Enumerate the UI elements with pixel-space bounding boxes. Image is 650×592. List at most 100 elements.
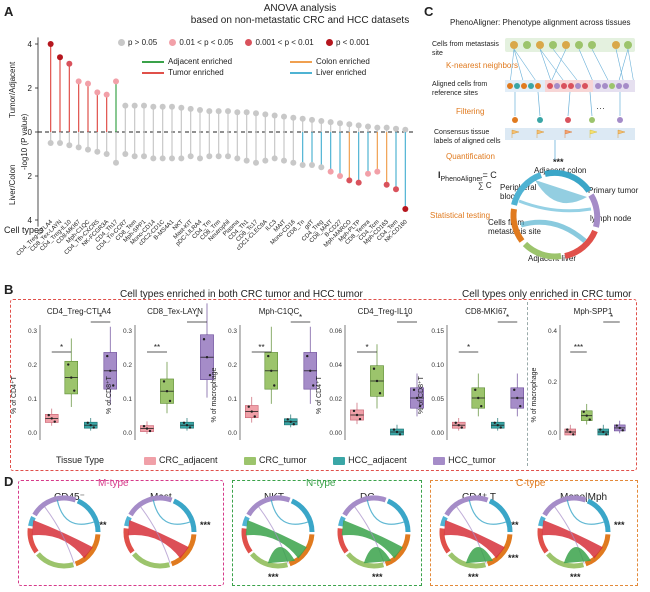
boxplot-tick-label: 0.00: [431, 430, 444, 437]
chord-arc: [584, 534, 611, 567]
lollipop-point-bottom: [309, 162, 315, 168]
lollipop-point-top: [94, 89, 101, 96]
n-type-label: N-type: [306, 478, 336, 489]
chord-arc: [241, 528, 253, 554]
p-legend-label-4: p < 0.001: [335, 38, 370, 47]
lollipop-point-top: [318, 118, 325, 124]
chord-arc: [123, 528, 135, 554]
sig-stars-hcc: *: [299, 313, 302, 322]
tumor-line-swatch: [142, 71, 164, 74]
boxplot-dot: [312, 384, 315, 387]
boxplot-tick-label: 0.0: [228, 430, 237, 437]
lollipop-point-bottom: [75, 144, 82, 151]
chord-arc: [342, 495, 387, 517]
legend-hcc-adjacent: HCC_adjacent: [348, 455, 407, 465]
boxplot-dot: [572, 433, 575, 436]
chord-circle: [439, 495, 513, 569]
lollipop-point-bottom: [215, 153, 222, 160]
chord-arc: [338, 515, 346, 527]
boxplot-dot: [605, 433, 608, 436]
chord-arc: [36, 552, 75, 569]
colon-enriched-label: Colon enriched: [316, 57, 370, 66]
boxplot-dot: [89, 424, 92, 427]
boxplot-dot: [457, 424, 460, 427]
boxplot-dot: [621, 429, 624, 432]
chord-arc: [250, 552, 289, 569]
lollipop-point-bottom: [253, 159, 259, 166]
boxplot-dot: [599, 428, 602, 431]
lollipop-point-bottom: [150, 155, 157, 162]
stars-nkt: ***: [268, 572, 279, 582]
boxplot-dot: [493, 421, 496, 424]
p-legend-label-1: p > 0.05: [128, 38, 158, 47]
panel-c-title: PhenoAligner: Phenotype alignment across…: [450, 18, 631, 27]
panel-b-frame: [10, 299, 637, 471]
chord-arc: [288, 534, 315, 567]
aligned-cell-dots: [507, 83, 629, 89]
lollipop-point-bottom: [141, 153, 147, 160]
lollipop-point-bottom: [299, 162, 306, 168]
circle-label-primary-tumor: Primary tumor: [588, 186, 639, 195]
lollipop-point-top: [346, 121, 353, 128]
lollipop-point-bottom: [374, 168, 381, 175]
sig-stars-hcc: *: [610, 313, 613, 322]
boxplot-tick-label: 0.2: [228, 362, 237, 369]
knn-label: K-nearest neighbors: [446, 61, 519, 70]
sig-stars-hcc: *: [506, 313, 509, 322]
lollipop-point-top: [234, 109, 241, 116]
chord-ribbon-thin: [270, 499, 309, 525]
formula-eq: = C: [482, 170, 497, 180]
lollipop-point-top: [290, 114, 297, 121]
stars-dc: ***: [372, 572, 383, 582]
sig-stars-hcc: *: [405, 313, 408, 322]
boxplot-dot: [205, 356, 209, 359]
boxplot-dot: [378, 392, 382, 395]
legend-hcc-tumor: HCC_tumor: [448, 455, 496, 465]
boxplot-dot: [162, 380, 166, 383]
stars-cd4t-mid: ***: [508, 553, 519, 563]
circle-label-blood: Peripheral blood: [500, 183, 537, 201]
chord-arc: [28, 515, 36, 527]
chord-ribbon-main: [31, 520, 93, 559]
lollipop-point-bottom: [122, 151, 129, 157]
lollipop-point-bottom: [327, 168, 334, 175]
filter-lines: [514, 91, 621, 117]
chord-diagrams: [27, 495, 611, 569]
chord-arc: [488, 498, 513, 533]
ellipsis-mark: ···: [596, 103, 605, 113]
boxplots: CD4_Treg-CTLA4% of CD4⁺T0.30.20.10.0**CD…: [11, 303, 626, 440]
circle-label-lymph-node: lymph node: [590, 214, 632, 223]
boxplot-tick-label: 0.3: [228, 328, 237, 335]
lollipop-point-bottom: [57, 140, 63, 146]
lollipop-point-top: [85, 80, 91, 87]
chord-arc: [384, 534, 411, 567]
lollipop-point-bottom: [197, 155, 203, 162]
boxplot-dot: [618, 426, 621, 430]
lollipop-point-top: [75, 78, 82, 85]
sig-stars-crc: *: [60, 343, 63, 352]
chord-arc: [337, 528, 349, 554]
panel-a-subtitle: based on non-metastatic CRC and HCC data…: [190, 15, 410, 26]
boxplot-tick-label: 0.06: [329, 328, 342, 335]
chord-arc: [76, 498, 101, 533]
lollipop-point-bottom: [187, 153, 194, 160]
chord-arc: [290, 498, 315, 533]
lollipop-point-top: [383, 124, 390, 131]
chord-arc: [586, 498, 611, 533]
boxplot-dot: [569, 430, 572, 434]
lollipop-point-top: [206, 108, 213, 115]
chord-ribbon-thin: [139, 505, 171, 564]
chord-ribbon-main: [341, 520, 403, 559]
panel-b-letter: B: [4, 282, 14, 297]
chord-arc: [242, 515, 250, 527]
y-tick-label: 4: [28, 40, 33, 49]
panel-d-letter: D: [4, 474, 14, 489]
lollipop-point-top: [122, 102, 129, 109]
boxplot-tick-label: 0.15: [431, 328, 444, 335]
lollipop-point-bottom: [103, 151, 110, 157]
boxplot-dot: [585, 414, 588, 417]
lollipop-point-bottom: [365, 170, 371, 177]
chord-arc: [32, 495, 77, 517]
boxplot-tick-label: 0.0: [123, 430, 132, 437]
knn-lines: [509, 48, 635, 85]
